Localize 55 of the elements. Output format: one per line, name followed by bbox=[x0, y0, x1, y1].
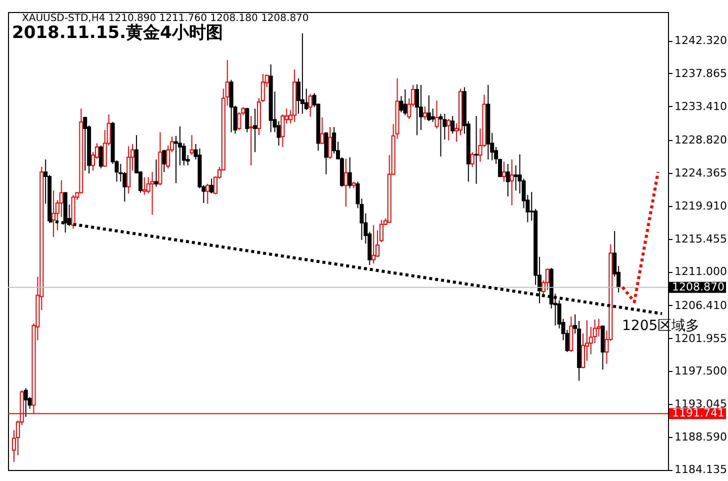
candlestick bbox=[210, 178, 214, 194]
y-tick-label: 1206.410 bbox=[674, 298, 727, 312]
candlestick bbox=[51, 190, 56, 238]
y-tick-label: 1219.910 bbox=[674, 199, 727, 212]
candlestick bbox=[320, 116, 324, 145]
candlestick bbox=[510, 159, 514, 206]
ref-line-label: 1208.870 bbox=[672, 280, 724, 294]
candlestick bbox=[506, 163, 510, 197]
y-tick-label: 1215.455 bbox=[674, 232, 727, 246]
text: 2018.11.15.黄金4小时图 bbox=[12, 23, 223, 43]
ref-line-label: 1191.741 bbox=[672, 406, 724, 420]
candlestick bbox=[162, 149, 166, 173]
candlestick bbox=[154, 159, 158, 188]
candlestick bbox=[422, 106, 427, 120]
candlestick bbox=[403, 88, 408, 116]
candlestick bbox=[502, 161, 506, 182]
candlestick bbox=[245, 107, 250, 133]
candlestick bbox=[328, 126, 332, 160]
candlestick bbox=[438, 113, 443, 158]
candlestick bbox=[98, 144, 103, 169]
candlestick bbox=[83, 116, 88, 172]
candlestick bbox=[300, 32, 304, 114]
candlestick bbox=[206, 183, 210, 204]
candlestick bbox=[142, 176, 146, 196]
candlestick bbox=[446, 118, 451, 141]
candlestick bbox=[253, 108, 258, 153]
y-tick-label: 1233.410 bbox=[674, 100, 727, 113]
candlestick bbox=[249, 115, 254, 166]
candlestick bbox=[470, 152, 474, 168]
y-tick-label: 1228.820 bbox=[674, 134, 727, 147]
y-tick-label: 1197.500 bbox=[674, 364, 727, 378]
chart-subtitle: XAUUSD-STD,H4 1210.890 1211.760 1208.180 1208.870 bbox=[22, 13, 309, 24]
candlestick bbox=[514, 164, 518, 191]
y-tick-label: 1184.135 bbox=[674, 463, 727, 476]
y-tick-label: 1201.955 bbox=[674, 332, 727, 345]
candlestick bbox=[434, 100, 439, 130]
candlestick bbox=[426, 94, 431, 122]
candlestick bbox=[372, 224, 376, 264]
candlestick bbox=[24, 388, 28, 418]
candlestick bbox=[308, 93, 312, 118]
candlestick bbox=[474, 115, 478, 184]
candlestick bbox=[545, 268, 550, 291]
candlestick bbox=[348, 156, 352, 189]
candlestick bbox=[344, 158, 348, 208]
candlestick bbox=[450, 115, 455, 134]
y-tick-label: 1188.590 bbox=[674, 430, 727, 444]
y-tick-label: 1224.365 bbox=[674, 166, 727, 180]
candlestick bbox=[150, 172, 154, 216]
candlestick bbox=[430, 108, 435, 122]
candlestick bbox=[418, 84, 423, 131]
candlestick bbox=[415, 84, 420, 136]
y-tick-label: 1237.865 bbox=[674, 66, 727, 80]
candlestick bbox=[190, 134, 194, 156]
y-tick-label: 1211.000 bbox=[674, 265, 727, 278]
y-tick-label: 1242.320 bbox=[674, 34, 727, 48]
